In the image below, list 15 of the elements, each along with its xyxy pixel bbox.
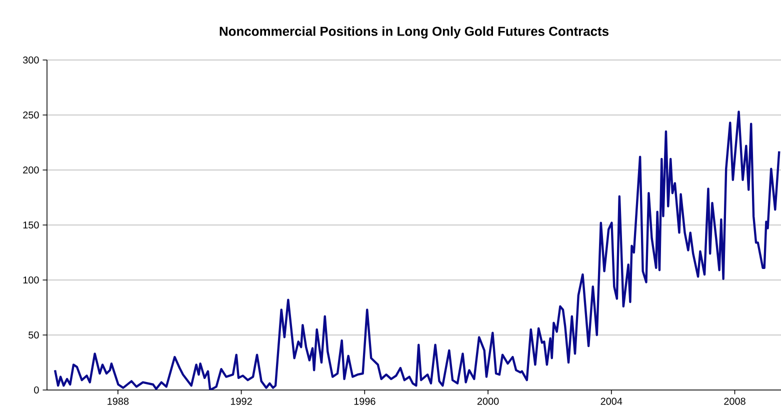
x-tick-label: 2000 xyxy=(477,398,499,405)
y-tick-label: 200 xyxy=(23,166,39,174)
y-tick-label: 0 xyxy=(34,386,39,394)
y-tick-label: 100 xyxy=(23,276,39,284)
x-tick-label: 2008 xyxy=(724,398,746,405)
y-tick-label: 300 xyxy=(22,56,39,64)
chart-title: Noncommercial Positions in Long Only Gold Futures Contracts xyxy=(220,26,608,39)
line-series xyxy=(54,110,780,390)
x-tick-label: 1992 xyxy=(230,398,252,405)
y-tick-label: 50 xyxy=(28,331,39,339)
y-tick-label: 250 xyxy=(23,111,39,119)
y-tick-label: 150 xyxy=(23,221,39,229)
x-tick-label: 1988 xyxy=(108,398,129,405)
x-tick-label: 1996 xyxy=(354,398,376,405)
x-tick-label: 2004 xyxy=(600,398,622,405)
